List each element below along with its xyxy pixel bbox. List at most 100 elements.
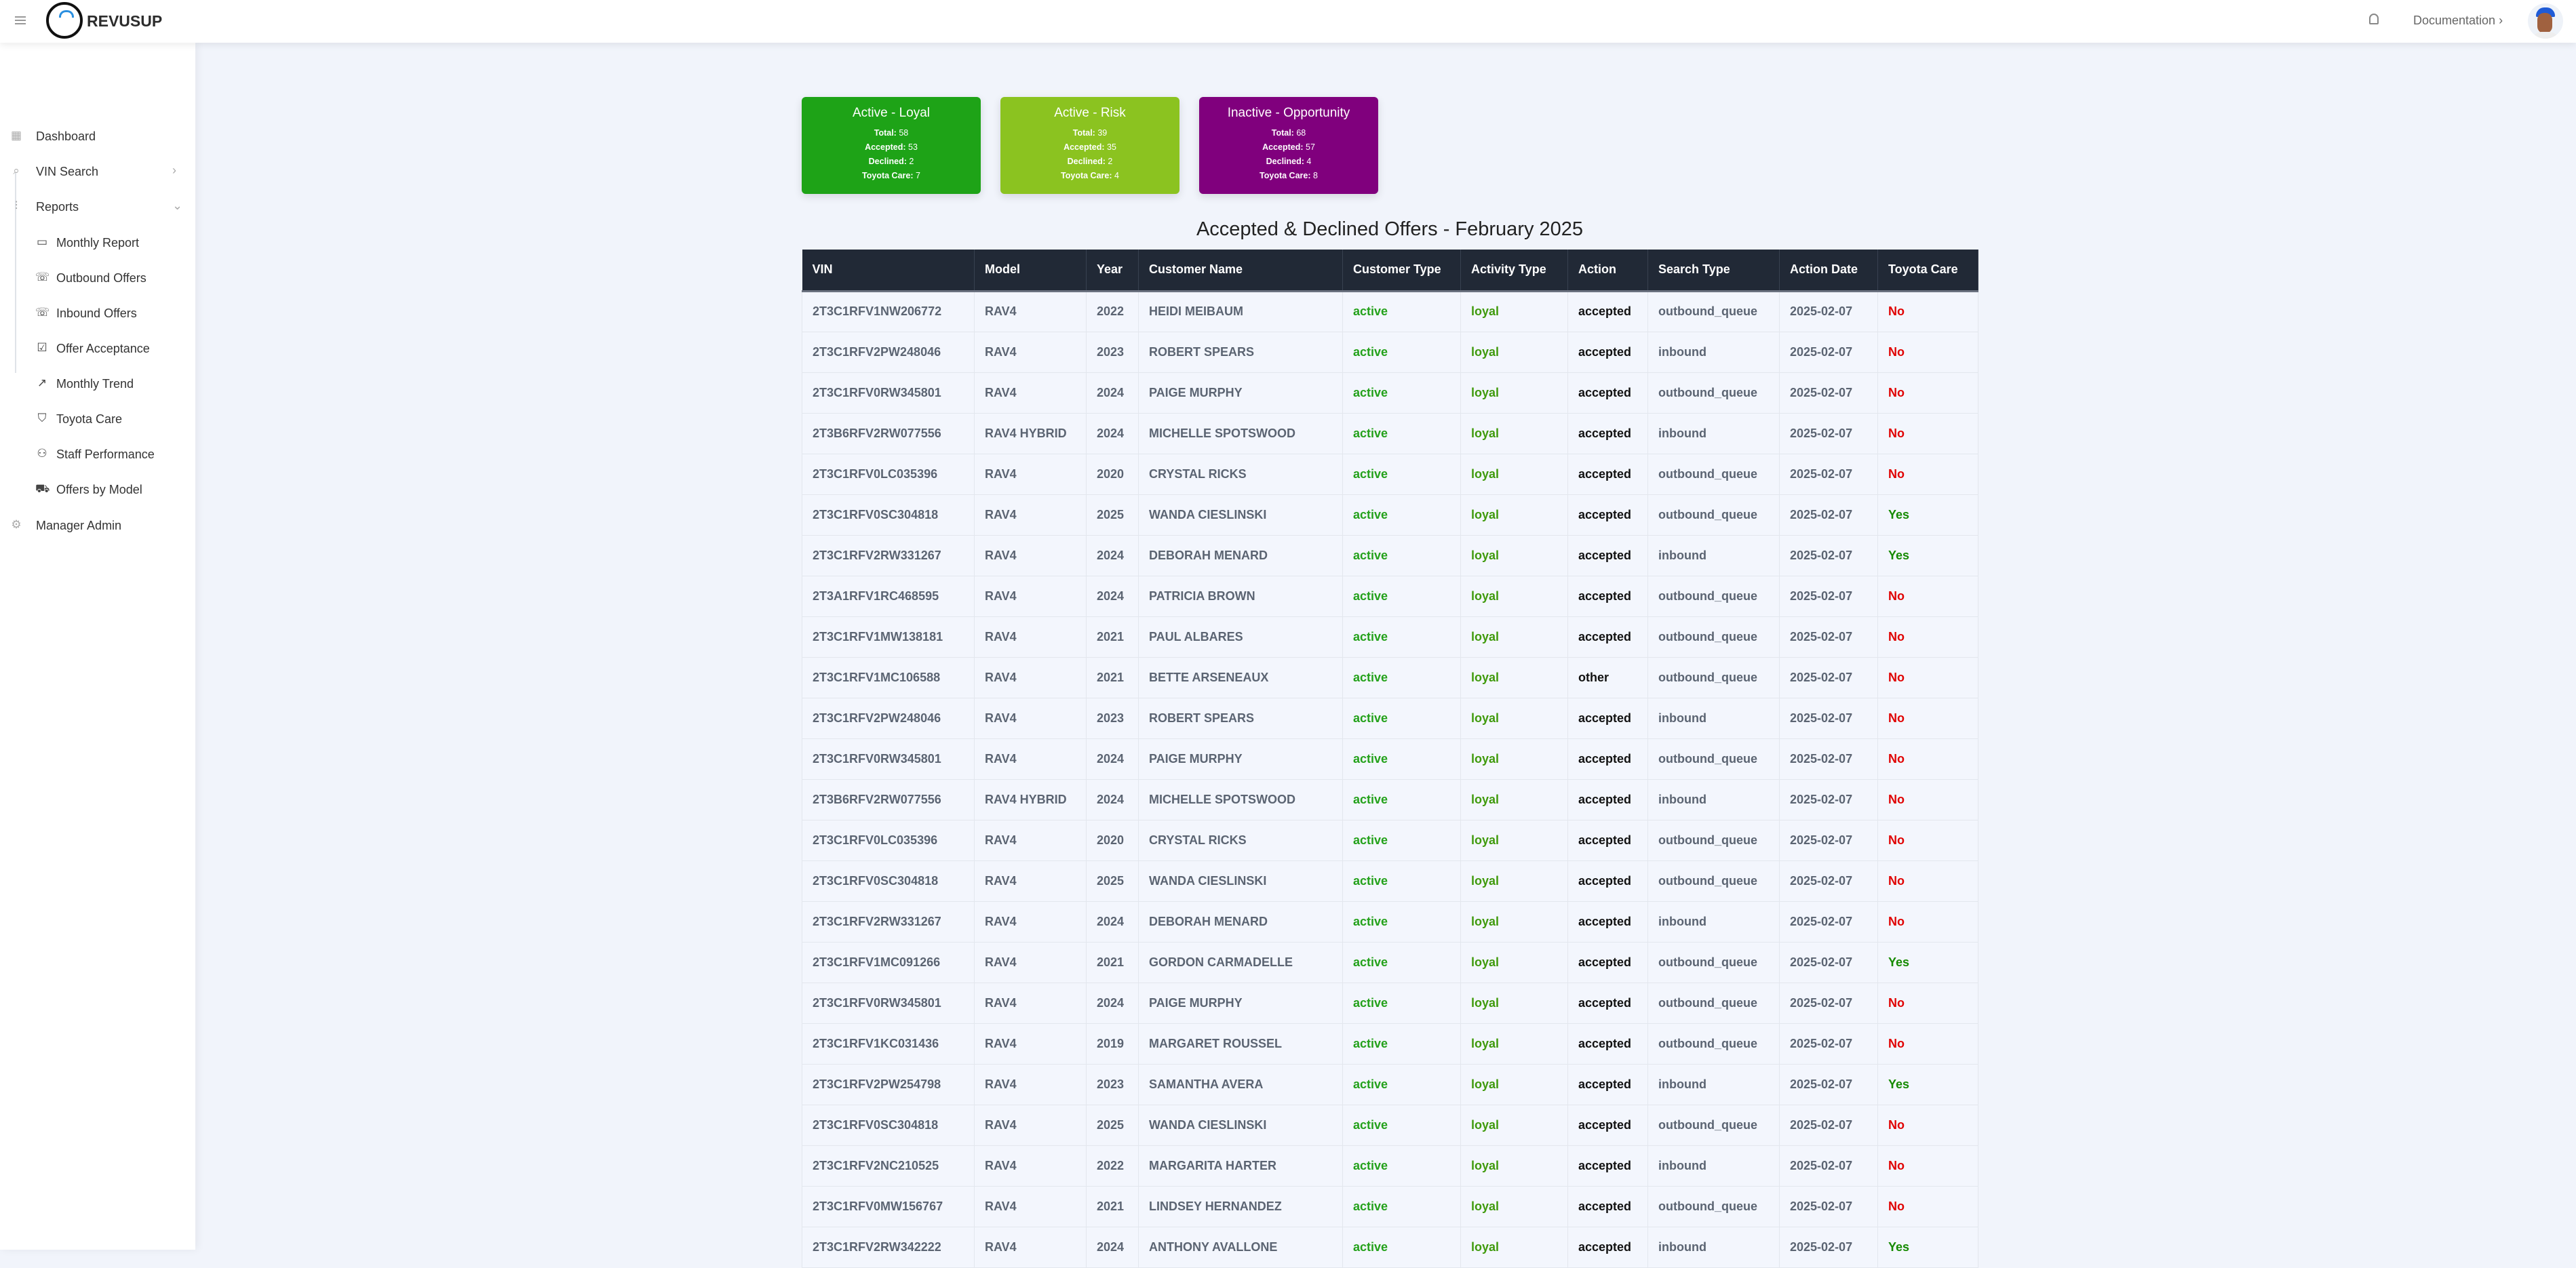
sidebar-item-label: Offers by Model (56, 483, 142, 496)
cell-customer-name: DEBORAH MENARD (1138, 534, 1343, 576)
card-declined: Declined: 4 (1266, 157, 1312, 166)
cell-model: RAV4 (974, 1185, 1087, 1227)
sidebar-item-offer-acceptance[interactable]: ☑ Offer Acceptance (0, 335, 195, 362)
column-header[interactable]: Toyota Care (1877, 250, 1978, 292)
column-header[interactable]: VIN (802, 250, 975, 292)
table-row[interactable]: 2T3C1RFV1MC106588 RAV4 2021 BETTE ARSENEAUX… (802, 656, 1978, 698)
cell-search-type: outbound_queue (1647, 1023, 1780, 1065)
table-row[interactable]: 2T3C1RFV0RW345801 RAV4 2024 PAIGE MURPHY act… (802, 982, 1978, 1024)
segment-card[interactable]: Active - Risk Total: 39 Accepted: 35 Declin… (1000, 97, 1179, 194)
documentation-link[interactable]: Documentation › (2413, 14, 2503, 27)
avatar[interactable] (2528, 3, 2563, 39)
reports-tree-line (15, 173, 16, 373)
cell-action-date: 2025-02-07 (1779, 1226, 1878, 1268)
sidebar-item-inbound-offers[interactable]: ☏ Inbound Offers (0, 300, 195, 327)
table-row[interactable]: 2T3C1RFV2PW248046 RAV4 2023 ROBERT SPEARS ac… (802, 331, 1978, 373)
cell-action-date: 2025-02-07 (1779, 534, 1878, 576)
table-row[interactable]: 2T3C1RFV2RW342222 RAV4 2024 ANTHONY AVALLON… (802, 1226, 1978, 1268)
cell-activity-type: loyal (1460, 738, 1568, 780)
column-header[interactable]: Year (1086, 250, 1139, 292)
table-row[interactable]: 2T3B6RFV2RW077556 RAV4 HYBRID 2024 MICHELLE… (802, 778, 1978, 820)
table-row[interactable]: 2T3C1RFV0SC304818 RAV4 2025 WANDA CIESLINSK… (802, 1104, 1978, 1146)
cell-vin: 2T3C1RFV0SC304818 (802, 1104, 975, 1146)
cell-customer-type: active (1342, 1023, 1461, 1065)
sidebar-item-label: Inbound Offers (56, 306, 137, 320)
sidebar-item-vin-search[interactable]: ⌕ VIN Search › (0, 158, 195, 185)
cell-year: 2024 (1086, 534, 1139, 576)
grid-icon: ▦ (10, 129, 22, 142)
cell-customer-type: active (1342, 819, 1461, 861)
table-row[interactable]: 2T3C1RFV1MC091266 RAV4 2021 GORDON CARMADEL… (802, 941, 1978, 983)
card-accepted: Accepted: 57 (1262, 142, 1315, 152)
bar-chart-icon: ⫶ (14, 199, 18, 212)
cell-activity-type: loyal (1460, 900, 1568, 943)
table-row[interactable]: 2T3C1RFV0MW156767 RAV4 2021 LINDSEY HERNAND… (802, 1185, 1978, 1227)
cell-search-type: outbound_queue (1647, 372, 1780, 414)
column-header[interactable]: Activity Type (1460, 250, 1568, 292)
segment-card[interactable]: Active - Loyal Total: 58 Accepted: 53 Decli… (802, 97, 981, 194)
column-header[interactable]: Action Date (1779, 250, 1878, 292)
table-row[interactable]: 2T3C1RFV0LC035396 RAV4 2020 CRYSTAL RICKS ac… (802, 453, 1978, 495)
segment-card[interactable]: Inactive - Opportunity Total: 68 Accepted:… (1199, 97, 1378, 194)
table-row[interactable]: 2T3C1RFV2PW254798 RAV4 2023 SAMANTHA AVERA a… (802, 1063, 1978, 1105)
sidebar-item-dashboard[interactable]: ▦ Dashboard (0, 123, 195, 150)
cell-customer-type: active (1342, 900, 1461, 943)
table-row[interactable]: 2T3C1RFV2NC210525 RAV4 2022 MARGARITA HARTE… (802, 1145, 1978, 1187)
column-header[interactable]: Search Type (1647, 250, 1780, 292)
table-row[interactable]: 2T3C1RFV1NW206772 RAV4 2022 HEIDI MEIBAUM ac… (802, 290, 1978, 332)
cell-model: RAV4 (974, 494, 1087, 536)
column-header[interactable]: Customer Name (1138, 250, 1343, 292)
cell-action: accepted (1567, 453, 1648, 495)
sidebar-item-outbound-offers[interactable]: ☏ Outbound Offers (0, 264, 195, 292)
table-row[interactable]: 2T3C1RFV2PW248046 RAV4 2023 ROBERT SPEARS ac… (802, 697, 1978, 739)
table-row[interactable]: 2T3C1RFV0SC304818 RAV4 2025 WANDA CIESLINSK… (802, 494, 1978, 536)
cell-toyota-care: No (1877, 819, 1978, 861)
table-row[interactable]: 2T3B6RFV2RW077556 RAV4 HYBRID 2024 MICHELLE… (802, 412, 1978, 454)
cell-action: accepted (1567, 412, 1648, 454)
card-declined: Declined: 2 (1067, 157, 1113, 166)
sidebar-item-monthly-trend[interactable]: ↗ Monthly Trend (0, 370, 195, 397)
sidebar-item-reports[interactable]: ⫶ Reports ⌄ (0, 193, 195, 220)
cell-vin: 2T3B6RFV2RW077556 (802, 778, 975, 820)
cell-year: 2021 (1086, 656, 1139, 698)
sidebar-item-offers-by-model[interactable]: ⛟ Offers by Model (0, 476, 195, 503)
table-row[interactable]: 2T3C1RFV0RW345801 RAV4 2024 PAIGE MURPHY act… (802, 372, 1978, 414)
table-row[interactable]: 2T3C1RFV0SC304818 RAV4 2025 WANDA CIESLINSK… (802, 860, 1978, 902)
cell-year: 2022 (1086, 1145, 1139, 1187)
sidebar-item-staff-performance[interactable]: ⚇ Staff Performance (0, 441, 195, 468)
cell-toyota-care: No (1877, 900, 1978, 943)
cell-model: RAV4 (974, 738, 1087, 780)
column-header[interactable]: Action (1567, 250, 1648, 292)
bell-icon[interactable] (2369, 14, 2379, 24)
cell-customer-name: WANDA CIESLINSKI (1138, 1104, 1343, 1146)
column-header[interactable]: Model (974, 250, 1087, 292)
table-row[interactable]: 2T3A1RFV1RC468595 RAV4 2024 PATRICIA BROWN a… (802, 575, 1978, 617)
table-row[interactable]: 2T3C1RFV0RW345801 RAV4 2024 PAIGE MURPHY act… (802, 738, 1978, 780)
cell-action-date: 2025-02-07 (1779, 860, 1878, 902)
cell-activity-type: loyal (1460, 1145, 1568, 1187)
table-row[interactable]: 2T3C1RFV1KC031436 RAV4 2019 MARGARET ROUSSE… (802, 1023, 1978, 1065)
column-header[interactable]: Customer Type (1342, 250, 1461, 292)
brand-logo[interactable] (46, 2, 83, 39)
sidebar-item-manager-admin[interactable]: ⚙ Manager Admin (0, 512, 195, 539)
cell-vin: 2T3C1RFV1MW138181 (802, 616, 975, 658)
sidebar-item-toyota-care[interactable]: ⛉ Toyota Care (0, 405, 195, 433)
cell-customer-name: LINDSEY HERNANDEZ (1138, 1185, 1343, 1227)
cell-action: accepted (1567, 575, 1648, 617)
table-row[interactable]: 2T3C1RFV1MW138181 RAV4 2021 PAUL ALBARES act… (802, 616, 1978, 658)
cell-activity-type: loyal (1460, 860, 1568, 902)
table-row[interactable]: 2T3C1RFV2RW331267 RAV4 2024 DEBORAH MENARD a… (802, 900, 1978, 943)
cell-vin: 2T3C1RFV0RW345801 (802, 738, 975, 780)
cell-year: 2021 (1086, 616, 1139, 658)
cell-activity-type: loyal (1460, 941, 1568, 983)
menu-toggle-icon[interactable] (15, 16, 26, 24)
table-title: Accepted & Declined Offers - February 20… (1196, 218, 1584, 240)
table-row[interactable]: 2T3C1RFV0LC035396 RAV4 2020 CRYSTAL RICKS ac… (802, 819, 1978, 861)
card-total: Total: 58 (874, 128, 909, 138)
sidebar-item-monthly-report[interactable]: ▭ Monthly Report (0, 229, 195, 256)
cell-customer-type: active (1342, 656, 1461, 698)
cell-year: 2025 (1086, 860, 1139, 902)
cell-customer-name: CRYSTAL RICKS (1138, 453, 1343, 495)
table-row[interactable]: 2T3C1RFV2RW331267 RAV4 2024 DEBORAH MENARD a… (802, 534, 1978, 576)
cell-vin: 2T3C1RFV0SC304818 (802, 860, 975, 902)
